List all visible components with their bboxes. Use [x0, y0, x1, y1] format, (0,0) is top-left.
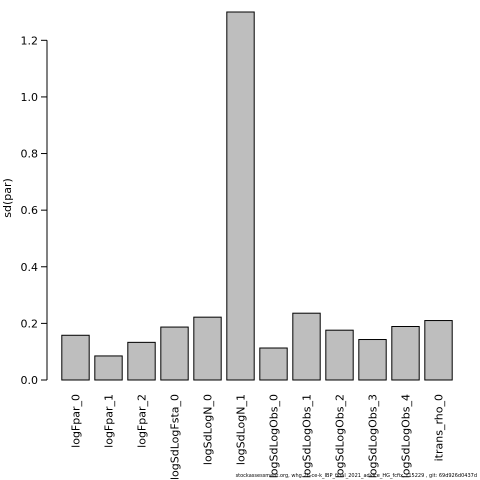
x-tick-label: logFpar_2 [136, 394, 149, 448]
x-tick-label: logSdLogObs_2 [334, 394, 347, 478]
bar-logsdlogn-0 [193, 316, 222, 381]
y-axis: 0.0 0.2 0.4 0.6 0.8 1.0 1.2 [21, 34, 48, 387]
bars [61, 11, 453, 381]
x-tick-label: logSdLogN_0 [202, 394, 215, 465]
y-tick-label: 1.2 [21, 34, 39, 47]
y-tick-label: 0.6 [21, 204, 39, 217]
y-tick-label: 0.0 [21, 374, 39, 387]
y-axis-title: sd(par) [1, 178, 14, 218]
bar-logfpar-1 [94, 355, 123, 381]
x-tick-label: logSdLogN_1 [235, 394, 248, 465]
bar-logsdlogfsta-0 [160, 326, 189, 381]
bar-logsdlogn-1 [226, 11, 255, 381]
y-tick-label: 0.2 [21, 317, 39, 330]
bar-logsdlogobs-2 [325, 329, 354, 381]
y-tick-label: 1.0 [21, 91, 39, 104]
x-tick-label: logSdLogObs_3 [367, 394, 380, 478]
bar-logsdlogobs-3 [358, 339, 387, 381]
bar-logfpar-0 [61, 334, 90, 381]
x-tick-label: logFpar_1 [103, 394, 116, 448]
x-tick-label: logSdLogObs_4 [400, 394, 413, 478]
bar-itrans-rho-0 [424, 320, 453, 381]
y-tick-label: 0.4 [21, 261, 39, 274]
x-tick-label: logSdLogObs_1 [301, 394, 314, 478]
bar-logsdlogobs-1 [292, 312, 321, 381]
bar-logsdlogobs-0 [259, 347, 288, 381]
bar-logsdlogobs-4 [391, 326, 420, 381]
x-tick-label: logSdLogObs_0 [268, 394, 281, 478]
x-tick-label: logFpar_0 [70, 394, 83, 448]
x-axis-labels: logFpar_0 logFpar_1 logFpar_2 logSdLogFsta_… [70, 394, 446, 480]
footer-provenance: stockassessment.org, whg.7b-ce-k_IBP_fin… [235, 473, 477, 479]
y-tick-label: 0.8 [21, 148, 39, 161]
bar-logfpar-2 [127, 341, 156, 381]
x-tick-label: itrans_rho_0 [433, 394, 446, 461]
x-tick-label: logSdLogFsta_0 [169, 394, 182, 480]
